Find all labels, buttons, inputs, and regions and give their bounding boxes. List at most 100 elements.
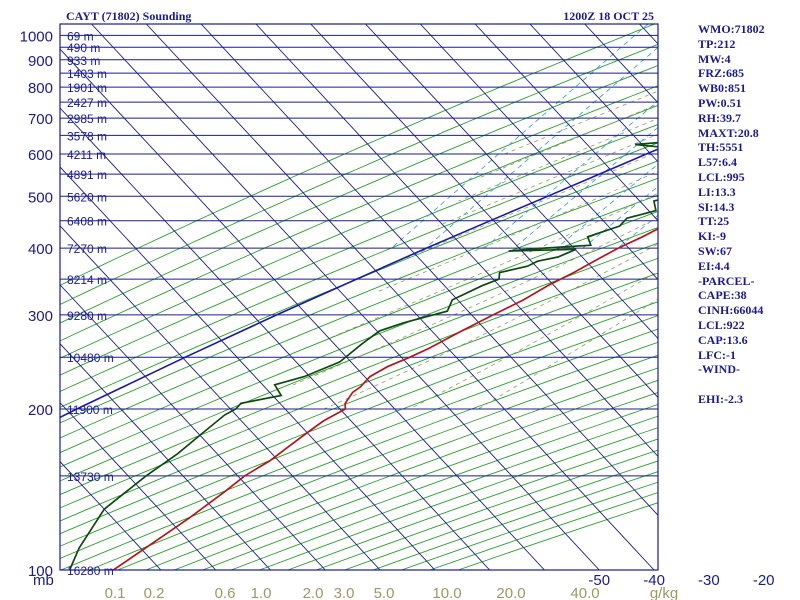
pressure-tick-label: 800 <box>28 80 53 97</box>
isotherm-line <box>255 24 658 458</box>
dry-adiabat-line <box>60 160 658 408</box>
index-item: FRZ:685 <box>698 66 744 81</box>
height-label: 9280 m <box>67 309 107 323</box>
isobars <box>60 34 658 571</box>
chart-time: 1200Z 18 OCT 25 <box>563 9 654 23</box>
dry-adiabat-line <box>60 194 658 439</box>
height-label: 7270 m <box>67 242 107 256</box>
dry-adiabat-line <box>60 242 658 482</box>
dry-adiabat-line <box>60 301 658 535</box>
dry-adiabat-line <box>60 257 658 496</box>
height-label: 4891 m <box>67 168 107 182</box>
isotherm-line <box>529 24 658 163</box>
mixing-ratio-line <box>391 24 649 249</box>
index-item: WMO:71802 <box>698 22 765 36</box>
index-item: SI:14.3 <box>698 199 735 214</box>
mixing-ratio-tick-label: 3.0 <box>334 585 355 600</box>
parcel-line <box>60 148 658 419</box>
dry-adiabat-line <box>60 43 658 305</box>
temperature-tick-label: -20 <box>753 572 775 589</box>
temperature-tick-label: -40 <box>643 572 665 589</box>
pressure-tick-label: 200 <box>28 402 53 419</box>
height-label: 69 m <box>67 29 94 43</box>
index-item: EI:4.4 <box>698 258 730 273</box>
pressure-tick-label: 400 <box>28 241 53 258</box>
isotherm-line <box>365 24 658 340</box>
index-item: CAPE:38 <box>698 288 747 303</box>
mixing-ratio-tick-label: 2.0 <box>303 585 324 600</box>
isotherm-line <box>310 24 658 399</box>
isotherm-line <box>60 284 326 570</box>
temperature-tick-label: -30 <box>698 572 720 589</box>
mixing-ratio-tick-label: 1.0 <box>251 585 272 600</box>
isotherm-line <box>60 166 436 570</box>
index-item: PW:0.51 <box>698 95 742 110</box>
pressure-tick-label: 600 <box>28 147 53 164</box>
height-label: 5620 m <box>67 190 107 204</box>
dewpoint-line <box>68 141 658 570</box>
dry-adiabat-line <box>60 272 658 509</box>
isotherm-line <box>91 24 600 570</box>
temperature-line <box>112 227 658 570</box>
height-label: 1403 m <box>67 67 107 81</box>
index-item: CINH:66044 <box>698 303 764 318</box>
isotherm-line <box>474 24 658 222</box>
mixing-ratio-line <box>513 126 658 249</box>
isotherm-line <box>60 225 381 570</box>
moist-adiabat-line <box>437 133 658 227</box>
pressure-tick-label: 1000 <box>20 28 53 45</box>
index-item: RH:39.7 <box>698 110 741 125</box>
mixing-ratio-tick-label: 10.0 <box>432 585 461 600</box>
dry-adiabats <box>60 24 658 570</box>
dry-adiabat-line <box>60 123 658 376</box>
isotherm-line <box>60 401 217 570</box>
mixing-ratio-tick-label: 0.6 <box>215 585 236 600</box>
height-label: 4211 m <box>67 148 106 162</box>
mixing-ratio-tick-label: 0.2 <box>144 585 165 600</box>
pressure-tick-label: 300 <box>28 308 53 325</box>
mixing-ratio-line <box>425 46 658 249</box>
isotherm-line <box>200 24 658 516</box>
index-item: SW:67 <box>698 243 733 258</box>
mixing-ratio-tick-label: 20.0 <box>496 585 525 600</box>
temperature-tick-label: -50 <box>588 572 610 589</box>
index-item: MW:4 <box>698 51 731 66</box>
index-item: TH:5551 <box>698 140 744 155</box>
height-label: 10480 m <box>67 351 114 365</box>
dry-adiabat-line <box>60 85 658 342</box>
index-item: TT:25 <box>698 214 730 229</box>
chart-title: CAYT (71802) Sounding <box>66 9 191 23</box>
dry-adiabat-line <box>60 287 658 522</box>
mixing-ratio-lines <box>391 24 658 249</box>
index-item: KI:-9 <box>698 229 726 244</box>
height-label: 933 m <box>67 54 100 68</box>
moist-adiabat-line <box>504 90 658 155</box>
index-item: MAXT:20.8 <box>698 125 759 140</box>
dry-adiabat-line <box>60 210 658 454</box>
height-label: 490 m <box>67 41 100 55</box>
isotherm-line <box>60 48 545 570</box>
index-item: LFC:-1 <box>698 347 736 362</box>
profiles <box>60 141 658 570</box>
index-item: CAP:13.6 <box>698 332 748 347</box>
height-label: 16280 m <box>67 564 114 578</box>
dry-adiabat-line <box>60 142 658 392</box>
isotherm-line <box>60 460 162 570</box>
index-item: LCL:995 <box>698 169 745 184</box>
dry-adiabat-line <box>60 104 658 359</box>
plot-frame <box>59 23 659 571</box>
index-item: WB0:851 <box>698 81 746 96</box>
pressure-tick-label: 500 <box>28 189 53 206</box>
pressure-unit-label: mb <box>33 572 54 589</box>
index-item: EHI:-2.3 <box>698 391 743 406</box>
isotherms <box>60 24 658 570</box>
mixing-ratio-tick-label: g/kg <box>650 585 678 600</box>
isotherm-line <box>60 107 491 570</box>
dry-adiabat-line <box>60 177 658 424</box>
height-label: 6408 m <box>67 215 107 229</box>
axis-labels: 100 200 300 400 500 600 700 800 900 1000 16280 m 13… <box>20 28 775 600</box>
height-label: 2427 m <box>67 96 107 110</box>
index-item: L57:6.4 <box>698 155 737 170</box>
index-item <box>698 377 798 392</box>
dry-adiabat-line <box>60 328 658 559</box>
